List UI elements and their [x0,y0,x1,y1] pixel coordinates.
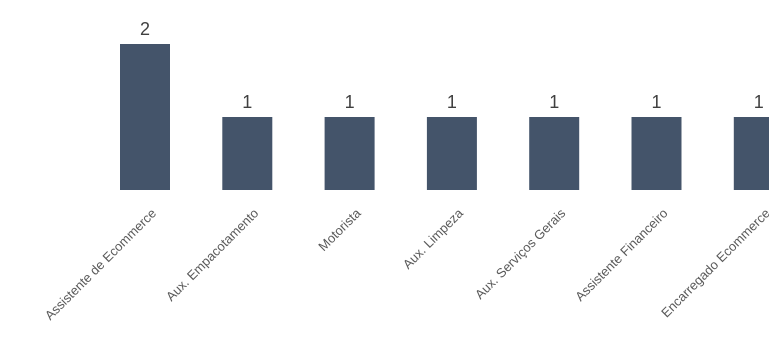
value-labels-group: 2 1 1 1 1 1 1 [140,19,764,112]
bar-4 [426,117,477,190]
bar-2 [222,117,273,190]
bar-5 [529,117,580,190]
category-label: Aux. Empacotamento [163,206,261,304]
category-label: Aux. Limpeza [400,205,467,272]
bar-3 [324,117,375,190]
bar-value-label: 1 [242,92,252,112]
category-label: Aux. Serviços Gerais [472,205,569,302]
bar-6 [631,117,682,190]
bar-value-label: 1 [447,92,457,112]
bar-7 [733,117,769,190]
bar-value-label: 2 [140,19,150,39]
bar-value-label: 1 [651,92,661,112]
bar-1 [120,44,170,190]
category-labels-group: Assistente de Ecommerce Aux. Empacotament… [42,205,769,323]
category-label: Assistente de Ecommerce [42,206,159,323]
bar-value-label: 1 [549,92,559,112]
category-label: Assistente Financeiro [572,206,670,304]
category-label: Encarregado Ecommerce [658,206,769,321]
bars-group [120,44,769,190]
bar-value-label: 1 [754,92,764,112]
bar-value-label: 1 [345,92,355,112]
category-label: Motorista [315,205,364,254]
